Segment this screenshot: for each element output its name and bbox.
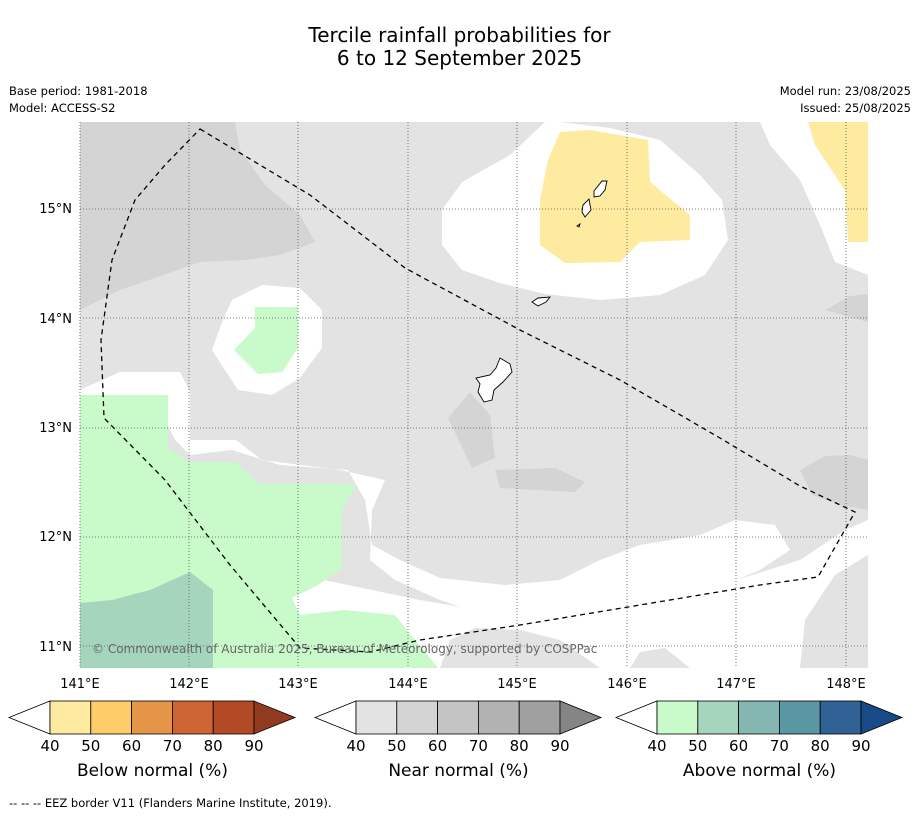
copyright-text: © Commonwealth of Australia 2025, Bureau…	[92, 642, 597, 656]
base-period-text: Base period: 1981-2018	[9, 84, 148, 98]
below-normal-colorbar-label: Below normal (%)	[77, 761, 228, 781]
colorbar-segment	[355, 700, 398, 735]
island-saipan	[593, 180, 608, 198]
below-normal-40-north	[540, 130, 690, 263]
colorbar-tick-label: 90	[550, 737, 569, 755]
colorbar-tick-label: 70	[469, 737, 488, 755]
eez-border	[100, 128, 856, 653]
colorbar-segment	[697, 700, 739, 735]
colorbar-tick-label: 40	[346, 737, 365, 755]
colorbar-tick-label: 60	[122, 737, 141, 755]
lat-tick-label: 13°N	[39, 421, 72, 436]
colorbar-tick-label: 70	[770, 737, 789, 755]
colorbar-tick-label: 40	[647, 737, 666, 755]
model-run-text: Model run: 23/08/2025	[779, 84, 911, 98]
chart-title-line1: Tercile rainfall probabilities for	[308, 23, 611, 47]
island-rota	[531, 296, 552, 307]
colorbar-tick-label: 50	[81, 737, 100, 755]
colorbar-segment	[49, 700, 92, 735]
near-normal-50-south	[495, 468, 585, 492]
model-text: Model: ACCESS-S2	[9, 101, 116, 115]
eez-footnote: -- -- -- EEZ border V11 (Flanders Marine…	[9, 796, 332, 810]
colorbar-segment	[738, 700, 780, 735]
colorbar-tick-label: 40	[40, 737, 59, 755]
colorbar-extend-high	[860, 700, 904, 735]
colorbar-segment	[437, 700, 479, 735]
island-tinian	[581, 198, 592, 218]
near-normal-50-east-upper	[825, 294, 868, 322]
colorbar-tick-label: 60	[729, 737, 748, 755]
colorbar-segment	[656, 700, 699, 735]
above-normal-50-southwest	[80, 572, 213, 668]
colorbar-tick-label: 80	[510, 737, 529, 755]
near-normal-bottom-mid	[440, 628, 600, 668]
colorbar-segment	[819, 700, 862, 735]
below-normal-40-northeast	[808, 122, 868, 242]
colorbar-tick-label: 80	[811, 737, 830, 755]
near-normal-bottom-east	[630, 648, 690, 668]
lon-tick-label: 142°E	[169, 677, 209, 692]
colorbar-tick-label: 50	[387, 737, 406, 755]
colorbar-segment	[396, 700, 438, 735]
lon-tick-label: 143°E	[278, 677, 318, 692]
colorbar-segment	[131, 700, 173, 735]
near-normal-50-west	[80, 122, 315, 310]
colorbars: 40 50 60 70 80 90 40 50 60 70 80 90 40 50 60 70 80 90	[7, 700, 904, 755]
colorbar-tick-label: 70	[163, 737, 182, 755]
lon-tick-label: 144°E	[388, 677, 428, 692]
colorbar-segment	[779, 700, 821, 735]
colorbar-segment	[518, 700, 561, 735]
lat-tick-labels: 15°N 14°N 13°N 12°N 11°N	[39, 202, 72, 655]
lon-tick-label: 146°E	[607, 677, 647, 692]
lat-tick-label: 12°N	[39, 530, 72, 545]
island-aguijan	[576, 222, 581, 228]
near-normal-bottom-southeast	[800, 555, 868, 668]
colorbar-tick-label: 60	[428, 737, 447, 755]
near-normal-50-centre	[448, 392, 495, 468]
colorbar-segment	[212, 700, 255, 735]
lon-tick-label: 145°E	[497, 677, 537, 692]
lon-tick-labels: 141°E 142°E 143°E 144°E 145°E 146°E 147°…	[60, 677, 866, 692]
colorbar-extend-low	[313, 700, 357, 735]
below-normal-colorbar: 40 50 60 70 80 90	[7, 700, 297, 755]
near-normal-colorbar: 40 50 60 70 80 90	[313, 700, 603, 755]
colorbar-tick-label: 80	[204, 737, 223, 755]
lon-tick-label: 147°E	[716, 677, 756, 692]
colorbar-segment	[90, 700, 133, 735]
lat-tick-label: 15°N	[39, 202, 72, 217]
above-normal-colorbar: 40 50 60 70 80 90	[614, 700, 904, 755]
above-normal-40-ring	[234, 307, 298, 374]
white-region-southwest	[80, 372, 790, 620]
islands	[475, 180, 608, 403]
above-normal-colorbar-label: Above normal (%)	[682, 761, 837, 781]
lat-tick-label: 11°N	[39, 640, 72, 655]
probability-map	[80, 122, 868, 668]
island-guam	[475, 357, 513, 403]
colorbar-tick-label: 90	[244, 737, 263, 755]
colorbar-extend-high	[559, 700, 603, 735]
colorbar-extend-high	[253, 700, 297, 735]
lon-tick-label: 141°E	[60, 677, 100, 692]
colorbar-segment	[477, 700, 520, 735]
colorbar-segment	[171, 700, 214, 735]
lat-tick-label: 14°N	[39, 312, 72, 327]
colorbar-extend-low	[614, 700, 658, 735]
near-normal-colorbar-label: Near normal (%)	[388, 761, 529, 781]
colorbar-tick-label: 90	[851, 737, 870, 755]
issued-text: Issued: 25/08/2025	[800, 101, 911, 115]
near-normal-50-east	[800, 455, 868, 510]
lon-tick-label: 148°E	[826, 677, 866, 692]
graticule	[79, 122, 868, 668]
colorbar-tick-label: 50	[688, 737, 707, 755]
colorbar-extend-low	[7, 700, 51, 735]
chart-title-line2: 6 to 12 September 2025	[336, 46, 583, 70]
